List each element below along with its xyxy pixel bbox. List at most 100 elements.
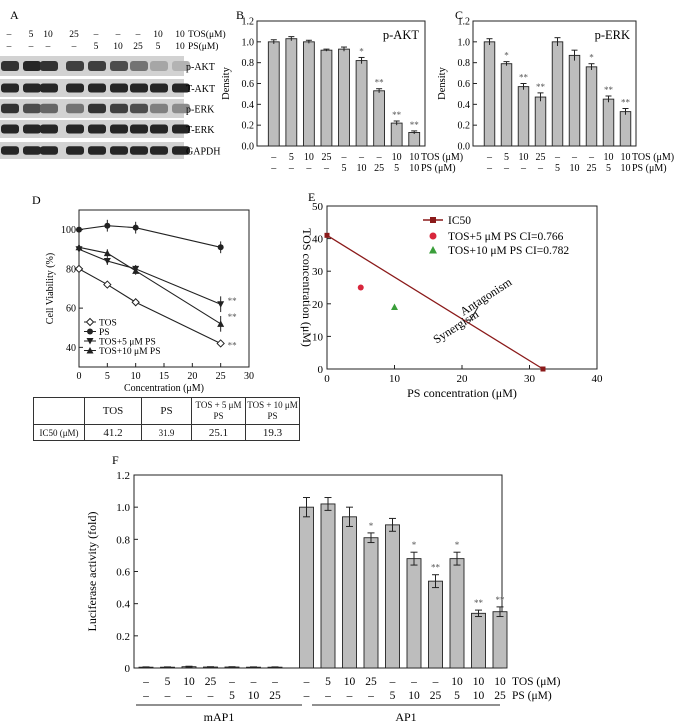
blot-band bbox=[1, 146, 19, 155]
x-tick-label: 10 bbox=[131, 371, 141, 382]
condition-value: 25 bbox=[365, 676, 377, 688]
condition-value: – bbox=[410, 676, 417, 688]
condition-value: 10 bbox=[473, 690, 485, 702]
ic50-row-label: IC50 (μM) bbox=[33, 424, 85, 441]
condition-value: 10 bbox=[409, 163, 419, 174]
panel-letter-e: E bbox=[308, 190, 315, 204]
significance-mark: ** bbox=[392, 110, 402, 120]
blot-band bbox=[40, 103, 58, 114]
data-point bbox=[103, 280, 112, 289]
blot-band bbox=[172, 61, 190, 71]
condition-value: 25 bbox=[374, 163, 384, 174]
blot-lane-value: 5 bbox=[94, 42, 99, 52]
blot-band bbox=[1, 103, 19, 114]
blot-band bbox=[130, 124, 148, 134]
bar bbox=[385, 524, 400, 669]
y-axis-label: TOS concentration (μM) bbox=[300, 228, 314, 347]
condition-value: – bbox=[207, 690, 214, 702]
blot-band bbox=[172, 103, 190, 114]
condition-value: 10 bbox=[248, 690, 260, 702]
chart-title: p-ERK bbox=[595, 28, 630, 42]
legend-label: TOS bbox=[99, 319, 117, 329]
condition-value: – bbox=[324, 690, 331, 702]
blot-band bbox=[172, 83, 190, 93]
condition-value: 10 bbox=[183, 676, 195, 688]
blot-band bbox=[40, 146, 58, 155]
blot-band-label: p-AKT bbox=[186, 62, 215, 73]
blot-band bbox=[172, 146, 190, 155]
x-tick-label: 5 bbox=[105, 371, 110, 382]
condition-value: 5 bbox=[394, 163, 399, 174]
blot-band bbox=[23, 83, 41, 93]
y-tick-label: 0.8 bbox=[242, 58, 255, 69]
condition-value: – bbox=[303, 690, 310, 702]
combination-point bbox=[357, 284, 364, 291]
blot-band bbox=[40, 124, 58, 134]
legend-marker bbox=[430, 217, 436, 223]
bar bbox=[355, 60, 368, 147]
y-tick-label: 100 bbox=[61, 225, 76, 236]
x-tick-label: 30 bbox=[244, 371, 254, 382]
bar bbox=[342, 516, 357, 669]
blot-lane-value: 5 bbox=[156, 42, 161, 52]
condition-value: 5 bbox=[229, 690, 235, 702]
blot-lane-value: 10 bbox=[175, 30, 185, 40]
condition-value: 10 bbox=[392, 152, 402, 163]
blot-row-label: PS(μM) bbox=[188, 41, 218, 52]
blot-band bbox=[130, 146, 148, 155]
condition-row-label: TOS (μM) bbox=[421, 152, 463, 163]
y-tick-label: 40 bbox=[312, 234, 324, 246]
y-tick-label: 0.4 bbox=[116, 599, 130, 611]
data-point bbox=[86, 347, 94, 354]
blot-band bbox=[23, 146, 41, 155]
isobole-point bbox=[540, 366, 546, 372]
y-tick-label: 0.2 bbox=[242, 121, 255, 132]
bar bbox=[320, 503, 336, 669]
series-line bbox=[78, 248, 221, 305]
bar bbox=[492, 611, 508, 669]
blot-band bbox=[110, 103, 128, 114]
x-tick-label: 20 bbox=[187, 371, 197, 382]
bar bbox=[483, 41, 496, 147]
bar bbox=[619, 111, 632, 147]
condition-value: 5 bbox=[390, 690, 396, 702]
data-point bbox=[132, 267, 140, 274]
condition-value: 10 bbox=[519, 152, 529, 163]
bar bbox=[585, 66, 598, 147]
bar bbox=[568, 54, 581, 147]
y-tick-label: 1.2 bbox=[242, 17, 255, 28]
ic50-header-blank bbox=[33, 397, 85, 425]
bar bbox=[320, 49, 333, 147]
x-tick-label: 0 bbox=[77, 371, 82, 382]
x-axis-label: Concentration (μM) bbox=[124, 383, 204, 394]
blot-band bbox=[23, 61, 41, 71]
condition-value: 10 bbox=[304, 152, 314, 163]
condition-value: 5 bbox=[454, 690, 460, 702]
bar bbox=[534, 96, 547, 147]
y-axis-label: Luciferase activity (fold) bbox=[85, 512, 99, 632]
legend-label: TOS+5 μM PS bbox=[99, 338, 156, 348]
blot-lane-value: 25 bbox=[133, 42, 143, 52]
bar bbox=[500, 63, 513, 147]
blot-lane-value: – bbox=[28, 42, 34, 52]
condition-value: 10 bbox=[344, 676, 356, 688]
panel-letter-f: F bbox=[112, 453, 119, 467]
ic50-value-tos-10ps: 19.3 bbox=[245, 424, 300, 441]
group-label-map1: mAP1 bbox=[204, 710, 235, 724]
blot-band bbox=[150, 146, 168, 155]
y-tick-label: 0.2 bbox=[458, 121, 471, 132]
blot-lane-value: 25 bbox=[69, 30, 79, 40]
blot-band bbox=[88, 61, 106, 71]
y-tick-label: 1.0 bbox=[242, 37, 255, 48]
bar bbox=[299, 506, 314, 669]
condition-value: 25 bbox=[494, 690, 506, 702]
significance-mark: ** bbox=[621, 98, 631, 108]
condition-value: 5 bbox=[342, 163, 347, 174]
y-tick-label: 0.0 bbox=[242, 142, 255, 153]
panel-c-perk-chart: 0.00.20.40.60.81.01.2Densityp-ERK––*5–**… bbox=[437, 17, 674, 175]
ic50-header-tos: TOS bbox=[84, 397, 142, 425]
condition-value: – bbox=[288, 163, 295, 174]
condition-row-label: PS (μM) bbox=[512, 690, 552, 702]
significance-mark: ** bbox=[375, 78, 385, 88]
condition-value: – bbox=[305, 163, 312, 174]
